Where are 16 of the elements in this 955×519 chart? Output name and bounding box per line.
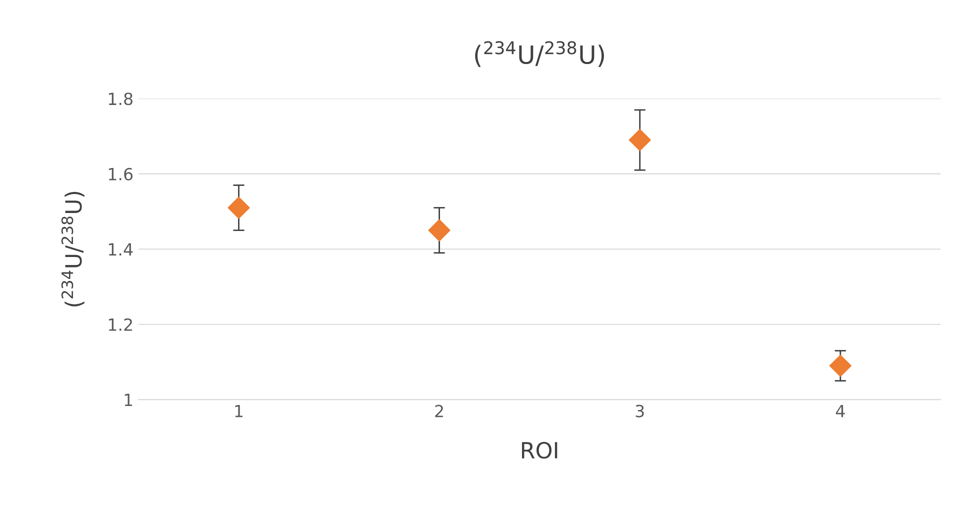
- chart-title: ($^{234}$U/$^{238}$U): [475, 41, 604, 67]
- y-tick-label: 1.2: [108, 318, 132, 331]
- x-tick-label: 4: [836, 405, 845, 418]
- x-tick-label: 2: [435, 404, 443, 418]
- x-axis-title: ROI: [522, 442, 558, 459]
- x-tick-label: 3: [636, 404, 644, 418]
- point: [829, 354, 852, 377]
- point: [428, 219, 450, 242]
- y-axis-title: ($^{234}$U/$^{238}$U): [61, 192, 84, 306]
- point: [228, 196, 250, 219]
- y-tick-label: 1.8: [108, 92, 132, 106]
- y-tick-label: 1.4: [108, 243, 133, 256]
- y-tick-label: 1: [124, 394, 132, 406]
- y-tick-label: 1.6: [108, 168, 133, 180]
- x-tick-label: 1: [235, 405, 243, 418]
- point: [628, 129, 651, 151]
